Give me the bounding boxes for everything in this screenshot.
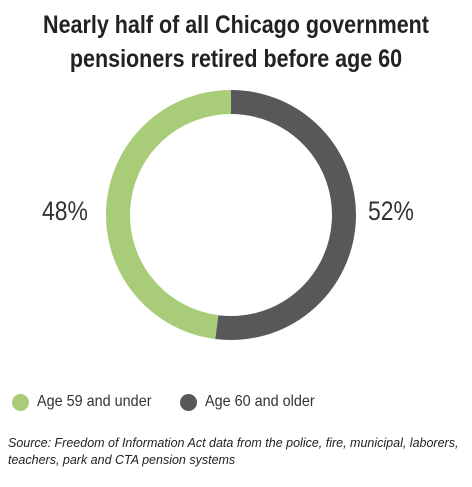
chart-title-line-1: Nearly half of all Chicago government	[43, 11, 429, 39]
data-label-age-60-and-older: 52%	[368, 196, 414, 226]
data-label-age-59-and-under: 48%	[42, 196, 88, 226]
chart-title-line-2: pensioners retired before age 60	[69, 45, 403, 73]
slice-age-59-and-under	[106, 90, 232, 340]
legend-swatch-age-60-and-older	[180, 393, 197, 411]
legend-item-age-59-and-under: Age 59 and under	[12, 393, 164, 411]
slice-age-60-and-older	[215, 90, 356, 340]
source-note: Source: Freedom of Information Act data …	[8, 436, 459, 467]
legend-label-age-60-and-older: Age 60 and older	[205, 393, 315, 410]
donut-chart	[106, 90, 356, 340]
legend-item-age-60-and-older: Age 60 and older	[180, 393, 327, 411]
legend-label-age-59-and-under: Age 59 and under	[37, 393, 152, 410]
chart-title: Nearly half of all Chicago government pe…	[33, 8, 439, 76]
legend-swatch-age-59-and-under	[12, 393, 29, 411]
